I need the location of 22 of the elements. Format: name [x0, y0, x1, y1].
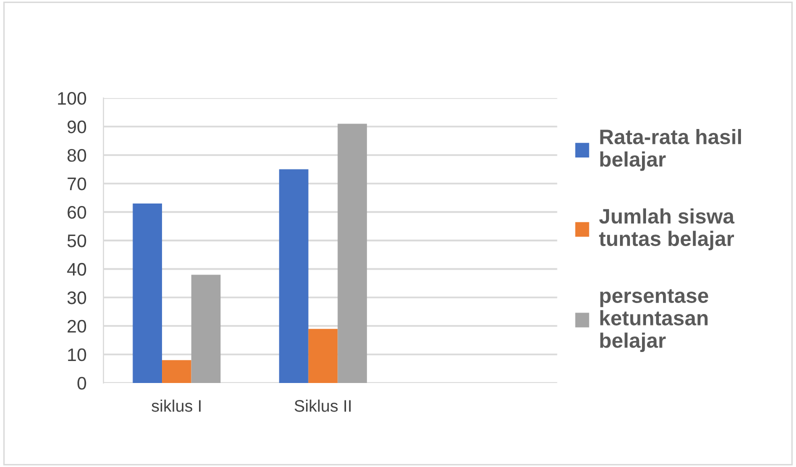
y-tick-label: 80	[68, 148, 86, 162]
bar	[132, 203, 162, 383]
y-tick-label: 70	[68, 177, 86, 190]
y-tick-label: 40	[67, 262, 86, 276]
y-tick-label: 20	[68, 320, 86, 333]
y-tick-label: 10	[68, 348, 86, 362]
y-tick-label: 100	[58, 92, 86, 105]
x-tick-label: siklus I	[152, 400, 201, 412]
y-tick-label: 60	[68, 206, 86, 219]
legend-label: Rata-rata hasil belajar	[600, 128, 741, 171]
y-tick-label: 50	[67, 234, 86, 248]
legend-label: persentase ketuntasan belajar	[600, 289, 708, 352]
bar	[308, 328, 338, 383]
bar	[191, 274, 221, 383]
bar	[279, 169, 308, 383]
y-tick-label: 30	[67, 291, 86, 304]
bar	[338, 124, 367, 383]
x-tick-label: Siklus II	[294, 400, 351, 412]
y-tick-label: 0	[77, 376, 86, 390]
bar	[162, 360, 192, 383]
legend-label: Jumlah siswa tuntas belajar	[599, 208, 734, 250]
y-tick-label: 90	[68, 120, 86, 134]
